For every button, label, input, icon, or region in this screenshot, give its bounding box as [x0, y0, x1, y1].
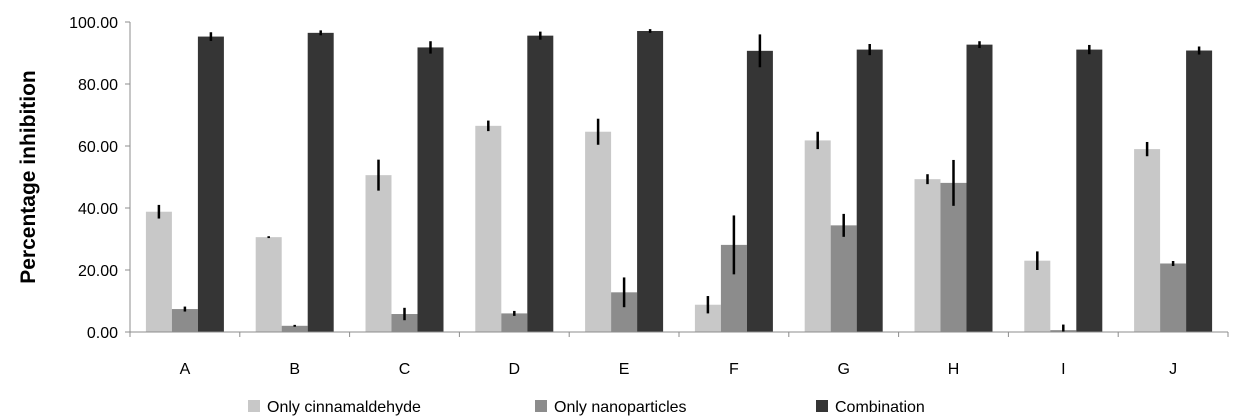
bar — [966, 44, 993, 332]
x-tick-label: C — [399, 361, 411, 378]
bar — [365, 175, 392, 332]
axes — [129, 22, 1228, 333]
bar — [527, 35, 554, 332]
y-tick-label: 100.00 — [69, 15, 118, 32]
bar — [1186, 50, 1213, 333]
bar — [307, 32, 334, 332]
bar — [1160, 263, 1187, 332]
legend-label: Combination — [835, 399, 925, 416]
x-tick-label: B — [289, 361, 300, 378]
bar — [391, 314, 418, 332]
bar — [746, 50, 773, 333]
bar — [145, 211, 172, 332]
legend-label: Only nanoparticles — [554, 399, 687, 416]
error-bars — [157, 29, 1201, 332]
legend-label: Only cinnamaldehyde — [267, 399, 421, 416]
x-tick-label: A — [180, 361, 191, 378]
y-axis-ticks: 0.00 20.00 40.00 60.00 80.00 100.00 — [69, 15, 130, 342]
x-tick-label: J — [1169, 361, 1177, 378]
bar — [804, 140, 831, 332]
y-axis-label: Percentage inhibition — [17, 70, 40, 284]
x-tick-label: I — [1061, 361, 1065, 378]
bar — [637, 30, 664, 333]
legend-swatch — [248, 400, 260, 412]
bar — [856, 49, 883, 333]
y-tick-label: 60.00 — [78, 139, 118, 156]
bar — [501, 313, 528, 332]
x-tick-label: G — [837, 361, 849, 378]
bar — [830, 225, 857, 332]
bar — [1024, 260, 1051, 332]
x-tick-label: D — [509, 361, 521, 378]
x-axis-ticks: A B C D E F G H I J — [129, 332, 1229, 378]
bar — [197, 36, 224, 332]
x-tick-label: E — [619, 361, 630, 378]
x-tick-label: H — [948, 361, 960, 378]
bar — [940, 182, 967, 332]
legend-swatch — [535, 400, 547, 412]
legend-swatch — [816, 400, 828, 412]
legend: Only cinnamaldehyde Only nanoparticles Com… — [248, 399, 925, 416]
bar — [1134, 149, 1161, 332]
y-tick-label: 20.00 — [78, 263, 118, 280]
y-tick-label: 0.00 — [87, 325, 118, 342]
bar — [417, 47, 444, 333]
y-tick-label: 80.00 — [78, 77, 118, 94]
bar — [171, 309, 198, 332]
y-tick-label: 40.00 — [78, 201, 118, 218]
bars — [145, 30, 1213, 333]
bar — [255, 237, 282, 332]
bar — [475, 125, 502, 332]
bar — [914, 179, 941, 332]
bar — [281, 325, 308, 332]
bar — [585, 131, 612, 332]
x-tick-label: F — [729, 361, 739, 378]
bar — [1076, 49, 1103, 333]
